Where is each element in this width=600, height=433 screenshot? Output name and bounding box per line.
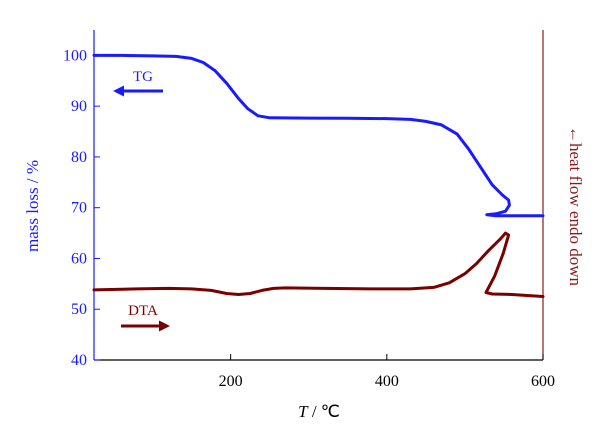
annotation-label-tg: TG	[133, 69, 153, 85]
x-tick-label: 400	[375, 373, 399, 390]
y-tick-label: 50	[71, 301, 87, 318]
y-axis-right-label: ←heat flow endo down	[566, 126, 585, 287]
annotation-layer: TG DTA	[113, 69, 170, 332]
y-tick-label: 80	[71, 149, 87, 166]
series-line-dta	[92, 231, 545, 298]
annotation-arrow-head-dta	[159, 320, 170, 332]
series-layer	[92, 53, 545, 298]
y-tick-label: 100	[63, 47, 87, 64]
y-tick-label: 70	[71, 200, 87, 217]
y-tick-label: 60	[71, 250, 87, 267]
x-axis-label-unit: / ℃	[308, 402, 340, 421]
series-line-tg	[92, 53, 545, 218]
y-tick-label: 40	[71, 352, 87, 369]
y-tick-label: 90	[71, 98, 87, 115]
plot-frame	[93, 30, 544, 361]
x-axis-label: T / ℃	[298, 402, 340, 421]
x-tick-label: 200	[219, 373, 243, 390]
ticks-layer: 40 50 60 70 80 90 100 200 400 600	[63, 47, 555, 390]
annotation-label-dta: DTA	[128, 303, 158, 319]
x-tick-label: 600	[531, 373, 555, 390]
annotation-arrow-head-tg	[113, 85, 124, 97]
x-axis-label-symbol: T	[298, 402, 309, 421]
y-axis-left-label: mass loss / %	[23, 160, 42, 252]
